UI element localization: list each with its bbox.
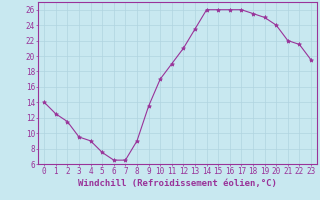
X-axis label: Windchill (Refroidissement éolien,°C): Windchill (Refroidissement éolien,°C) <box>78 179 277 188</box>
